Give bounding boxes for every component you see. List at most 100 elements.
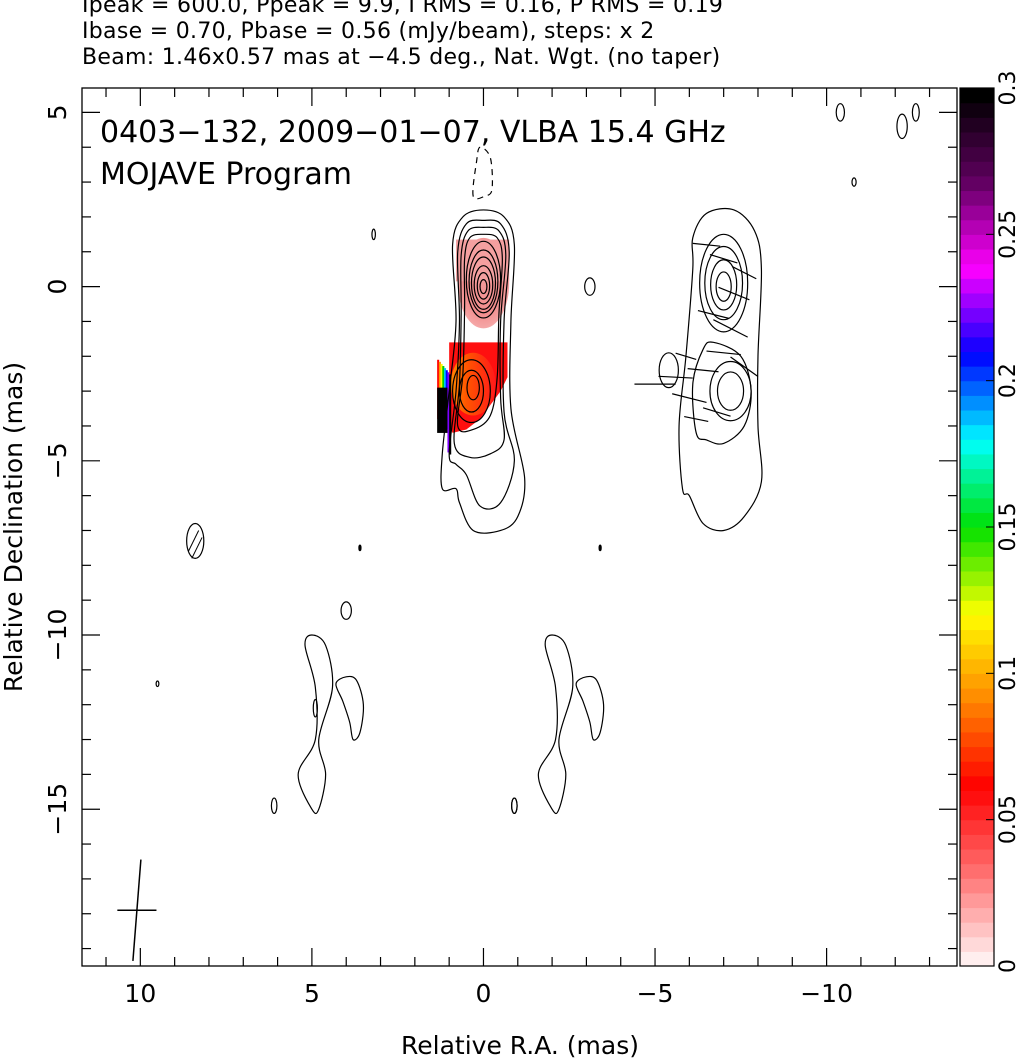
contour bbox=[468, 249, 499, 314]
colorbar-step bbox=[960, 307, 994, 323]
colorbar-step bbox=[960, 351, 994, 367]
contour bbox=[465, 240, 502, 319]
header-line-2: Ibase = 0.70, Pbase = 0.56 (mJy/beam), s… bbox=[82, 19, 655, 44]
colorbar-step bbox=[960, 629, 994, 645]
polarization-edge bbox=[449, 374, 452, 455]
contour bbox=[704, 245, 744, 321]
colorbar-step bbox=[960, 848, 994, 865]
contour bbox=[851, 177, 857, 187]
hatch bbox=[187, 530, 200, 552]
contour bbox=[678, 207, 763, 532]
y-tick-label: −5 bbox=[43, 442, 72, 479]
map-layer bbox=[117, 103, 920, 962]
contour bbox=[716, 371, 745, 411]
colorbar-step bbox=[960, 527, 994, 543]
colorbar-tick-label: 0.3 bbox=[996, 71, 1021, 106]
x-tick-label: −5 bbox=[637, 979, 674, 1008]
colorbar-step bbox=[960, 322, 994, 338]
contour bbox=[440, 209, 526, 534]
hatch bbox=[191, 537, 203, 559]
y-tick-labels: 5 0 −5 −10 −15 bbox=[43, 104, 72, 835]
contour bbox=[335, 675, 365, 741]
colorbar-step bbox=[960, 161, 994, 177]
contour bbox=[270, 797, 278, 814]
colorbar-step bbox=[960, 556, 994, 572]
contour bbox=[472, 146, 494, 200]
chart-title: 0403−132, 2009−01−07, VLBA 15.4 GHz bbox=[100, 115, 726, 150]
contour bbox=[451, 359, 491, 424]
colorbar-step bbox=[960, 790, 994, 806]
colorbar-tick-label: 0.2 bbox=[996, 363, 1021, 398]
colorbar-step bbox=[960, 117, 994, 133]
colorbar-step bbox=[960, 746, 994, 762]
contour bbox=[453, 226, 507, 459]
colorbar-step bbox=[960, 673, 994, 689]
contour bbox=[458, 369, 485, 413]
contour bbox=[473, 265, 494, 305]
colorbar-step bbox=[960, 248, 994, 265]
contour bbox=[340, 601, 352, 620]
colorbar-step bbox=[960, 922, 994, 938]
colorbar-tick-label: 0.15 bbox=[996, 503, 1021, 552]
polarization-vector bbox=[675, 352, 697, 360]
colorbar-step bbox=[960, 834, 994, 850]
colorbar-step bbox=[960, 541, 994, 557]
contour bbox=[297, 634, 334, 815]
contour bbox=[476, 272, 491, 300]
y-axis-label: Relative Declination (mas) bbox=[0, 362, 28, 692]
y-tick-label: 5 bbox=[43, 104, 72, 120]
polarization-edge bbox=[437, 387, 448, 433]
y-tick-label: −10 bbox=[43, 609, 72, 662]
colorbar-step bbox=[960, 336, 994, 352]
colorbar-tick-label: 0.25 bbox=[996, 210, 1021, 259]
polarization-vector bbox=[730, 356, 759, 377]
colorbar-step bbox=[960, 190, 994, 206]
colorbar-step bbox=[960, 600, 994, 616]
contour bbox=[466, 374, 480, 401]
colorbar-step bbox=[960, 775, 994, 791]
colorbar-step bbox=[960, 395, 994, 411]
colorbar-step bbox=[960, 263, 994, 279]
contour bbox=[448, 219, 515, 510]
contour bbox=[835, 103, 846, 122]
contour bbox=[371, 228, 376, 241]
polarization-vector bbox=[713, 319, 748, 338]
y-tick-label: 0 bbox=[43, 279, 72, 295]
colorbar-step bbox=[960, 483, 994, 499]
header-line-1: Ipeak = 600.0, Ppeak = 9.9, I RMS = 0.16… bbox=[82, 0, 724, 18]
plot-frame bbox=[81, 87, 958, 967]
polarization-vector bbox=[684, 415, 709, 423]
x-tick-labels: 10 5 0 −5 −10 bbox=[124, 979, 853, 1008]
polarization-edge bbox=[447, 372, 450, 453]
colorbar-step bbox=[960, 570, 994, 587]
colorbar-step bbox=[960, 512, 994, 528]
contour bbox=[537, 634, 574, 815]
contour bbox=[691, 341, 752, 445]
colorbar-step bbox=[960, 951, 994, 967]
contour bbox=[575, 675, 605, 741]
contour bbox=[715, 271, 732, 302]
polarization-vector bbox=[731, 266, 757, 280]
contour bbox=[511, 797, 518, 814]
colorbar-step bbox=[960, 380, 994, 396]
colorbar-step bbox=[960, 907, 994, 923]
colorbar-step bbox=[960, 819, 994, 835]
chart-subtitle: MOJAVE Program bbox=[100, 157, 352, 192]
colorbar-step bbox=[960, 863, 994, 879]
colorbar-step bbox=[960, 585, 994, 601]
contour bbox=[470, 256, 497, 310]
contour bbox=[312, 698, 318, 718]
colorbar-step bbox=[960, 892, 994, 909]
colorbar-step bbox=[960, 409, 994, 426]
polarization-vector bbox=[658, 375, 693, 379]
colorbar-step bbox=[960, 717, 994, 733]
colorbar-step bbox=[960, 175, 994, 192]
contour bbox=[699, 233, 749, 333]
contour bbox=[658, 352, 679, 389]
colorbar-step bbox=[960, 234, 994, 250]
colorbar-step bbox=[960, 936, 994, 952]
contour bbox=[186, 522, 205, 559]
colorbar-step bbox=[960, 278, 994, 294]
axis-ticks bbox=[82, 88, 957, 966]
